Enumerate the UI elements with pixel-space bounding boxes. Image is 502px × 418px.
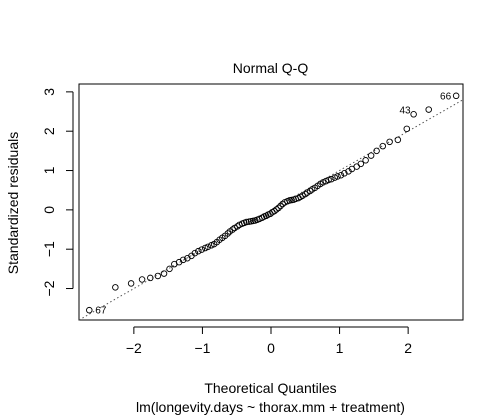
plot-frame (78, 83, 464, 321)
point-label: 67 (95, 306, 107, 317)
x-axis: −2 −1 0 1 2 (126, 326, 412, 356)
points-group (86, 92, 460, 314)
data-point (279, 200, 286, 208)
data-point (379, 142, 387, 150)
data-point (306, 187, 314, 195)
data-point (403, 125, 411, 133)
point-label: 43 (400, 105, 412, 116)
data-point (302, 190, 309, 198)
data-point (147, 274, 154, 282)
y-tick-label: −1 (41, 241, 57, 257)
y-tick-label: 0 (41, 206, 57, 214)
data-point (138, 276, 146, 283)
data-point (160, 270, 168, 277)
data-point (373, 147, 380, 155)
data-point (191, 249, 199, 257)
data-point (198, 246, 205, 253)
y-tick-label: 1 (41, 166, 57, 174)
x-tick-label: 2 (404, 340, 412, 356)
x-tick-label: 1 (336, 340, 344, 356)
data-point (271, 207, 278, 215)
data-point (112, 284, 119, 291)
data-point (179, 256, 187, 264)
data-point (362, 157, 369, 164)
data-point (277, 202, 284, 210)
y-axis: −2 −1 0 1 2 3 (41, 88, 74, 297)
data-point (452, 92, 460, 100)
x-axis-label: Theoretical Quantiles (204, 380, 336, 396)
point-labels-group: 67 43 66 (95, 91, 451, 316)
y-tick-label: 2 (41, 127, 57, 135)
data-point (224, 230, 232, 237)
point-label: 66 (440, 91, 452, 102)
data-point (154, 272, 162, 280)
data-point (195, 247, 202, 255)
data-point (275, 204, 282, 212)
data-point (357, 160, 365, 168)
data-point (166, 265, 173, 273)
data-point (341, 170, 348, 177)
data-point (337, 172, 345, 179)
y-tick-label: 3 (41, 88, 57, 96)
data-point (325, 176, 332, 184)
data-point (229, 226, 236, 233)
data-point (234, 223, 241, 230)
data-point (410, 111, 417, 118)
y-axis-label: Standardized residuals (5, 132, 21, 274)
data-point (425, 106, 432, 113)
data-point (353, 163, 360, 170)
x-tick-label: 0 (267, 340, 275, 356)
y-tick-label: −2 (41, 280, 57, 296)
data-point (328, 175, 335, 183)
data-point (273, 206, 280, 213)
data-point (127, 280, 135, 287)
data-point (243, 218, 250, 226)
x-axis-subtitle: lm(longevity.days ~ thorax.mm + treatmen… (136, 399, 405, 415)
data-point (334, 173, 341, 180)
data-point (394, 136, 402, 144)
x-tick-label: −1 (194, 340, 210, 356)
x-tick-label: −2 (126, 340, 142, 356)
data-point (86, 306, 93, 314)
data-point (386, 138, 393, 146)
chart-title: Normal Q-Q (233, 60, 309, 76)
data-point (204, 243, 212, 251)
data-point (367, 152, 375, 159)
